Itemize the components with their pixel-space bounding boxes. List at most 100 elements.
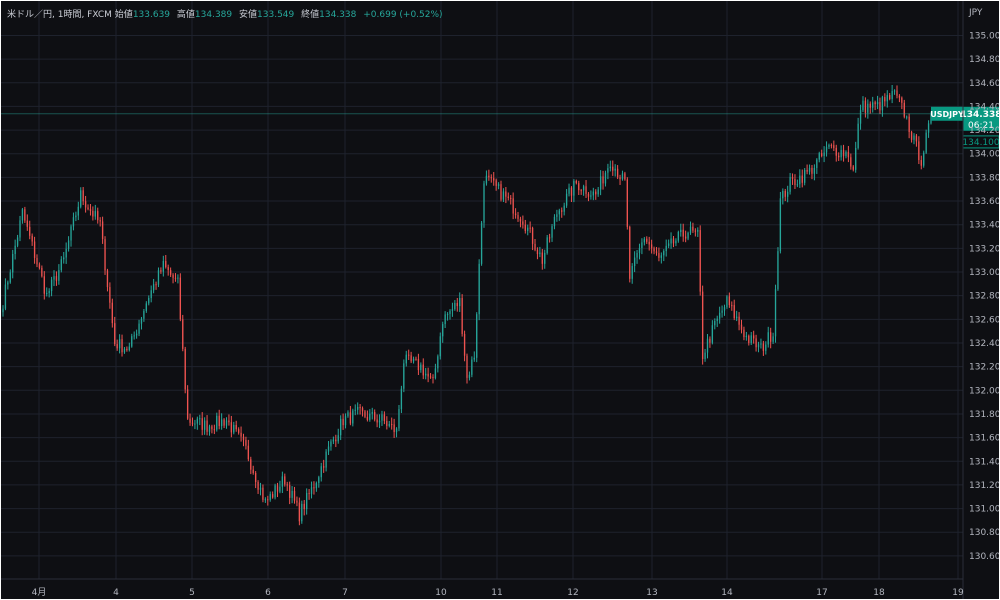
candle-body bbox=[755, 338, 757, 348]
candle-body bbox=[55, 276, 58, 281]
candle-body bbox=[371, 412, 373, 414]
candle-body bbox=[816, 159, 818, 168]
candle-body bbox=[813, 167, 816, 174]
candle-body bbox=[862, 100, 864, 111]
candle-body bbox=[505, 191, 507, 197]
candle-body bbox=[451, 309, 454, 311]
candle-body bbox=[427, 373, 429, 377]
candle-body bbox=[864, 100, 867, 113]
candle-body bbox=[456, 303, 458, 307]
candle-body bbox=[665, 245, 667, 252]
candle-body bbox=[818, 153, 820, 160]
candle-body bbox=[63, 257, 65, 260]
candle-body bbox=[794, 178, 796, 185]
candle-body bbox=[850, 157, 852, 167]
candle-body bbox=[247, 445, 250, 460]
candle-body bbox=[582, 186, 585, 191]
candle-body bbox=[757, 344, 760, 348]
candle-body bbox=[53, 276, 55, 280]
candle-body bbox=[578, 183, 580, 191]
candle-body bbox=[646, 238, 648, 242]
candle-body bbox=[439, 336, 441, 357]
candle-body bbox=[374, 412, 376, 420]
candle-body bbox=[4, 284, 7, 309]
candle-body bbox=[298, 502, 301, 522]
candle-body bbox=[823, 152, 825, 157]
candle-body bbox=[116, 344, 118, 349]
candle-body bbox=[493, 178, 495, 181]
candle-body bbox=[682, 229, 684, 237]
candle-body bbox=[616, 168, 619, 178]
candle-body bbox=[109, 287, 111, 303]
candle-body bbox=[218, 415, 220, 427]
candle-body bbox=[714, 320, 716, 326]
candle-body bbox=[881, 97, 884, 111]
candle-body bbox=[769, 332, 772, 342]
candle-body bbox=[631, 265, 633, 279]
candle-body bbox=[701, 291, 704, 359]
candle-body bbox=[41, 267, 43, 277]
close-label: 終値 bbox=[301, 10, 320, 20]
candle-body bbox=[799, 175, 801, 185]
candle-body bbox=[357, 406, 359, 410]
candle-body bbox=[750, 335, 752, 343]
candles-layer bbox=[2, 84, 932, 526]
candle-body bbox=[269, 494, 271, 500]
candle-body bbox=[738, 316, 740, 325]
price-tick-label: 134.000 bbox=[969, 150, 1000, 160]
candle-body bbox=[131, 336, 133, 347]
candle-body bbox=[446, 313, 449, 315]
candle-body bbox=[235, 424, 237, 430]
time-axis[interactable]: 4月 4 5 6 7 10 11 12 13 14 17 18 19 bbox=[1, 578, 964, 598]
candle-body bbox=[762, 343, 765, 351]
candle-body bbox=[825, 146, 828, 153]
candle-body bbox=[174, 277, 177, 279]
candle-body bbox=[643, 238, 646, 243]
candle-body bbox=[89, 209, 92, 211]
candle-body bbox=[473, 357, 475, 360]
price-tick-label: 132.400 bbox=[969, 339, 1000, 349]
candle-body bbox=[915, 135, 918, 142]
candle-body bbox=[480, 222, 483, 264]
candle-body bbox=[602, 176, 604, 184]
candle-body bbox=[728, 296, 731, 306]
candle-body bbox=[150, 290, 152, 299]
candle-body bbox=[189, 418, 191, 423]
candle-body bbox=[203, 420, 206, 430]
low-label: 安値 bbox=[239, 10, 258, 20]
candle-body bbox=[684, 236, 687, 239]
candle-body bbox=[67, 240, 70, 249]
candle-body bbox=[250, 459, 252, 470]
price-tick-label: 132.600 bbox=[969, 315, 1000, 325]
candle-body bbox=[833, 145, 835, 148]
secondary-tag-value: 134.100 bbox=[962, 138, 999, 148]
candle-body bbox=[43, 276, 45, 294]
candle-body bbox=[519, 218, 522, 222]
candle-body bbox=[165, 260, 167, 268]
candle-body bbox=[444, 314, 446, 325]
candle-body bbox=[723, 307, 726, 311]
candle-body bbox=[128, 346, 130, 351]
candle-body bbox=[590, 195, 592, 197]
candle-body bbox=[524, 224, 526, 231]
candle-body bbox=[376, 419, 378, 423]
candle-body bbox=[670, 238, 672, 244]
candle-body bbox=[303, 503, 305, 510]
candle-body bbox=[284, 476, 286, 485]
candle-body bbox=[442, 324, 444, 337]
candle-body bbox=[65, 248, 67, 258]
candle-body bbox=[893, 90, 896, 92]
candle-body bbox=[245, 439, 247, 446]
candle-body bbox=[529, 227, 531, 229]
candle-body bbox=[677, 232, 680, 241]
price-tick-label: 134.200 bbox=[969, 126, 1000, 136]
candle-body bbox=[476, 314, 478, 358]
time-tick-label: 14 bbox=[721, 588, 733, 598]
price-axis[interactable]: 135.000 134.800 134.600 134.400 134.200 134.0… bbox=[962, 1, 1000, 600]
candle-body bbox=[847, 151, 850, 158]
candle-body bbox=[650, 244, 653, 249]
candle-body bbox=[242, 436, 245, 440]
candle-body bbox=[925, 132, 927, 153]
